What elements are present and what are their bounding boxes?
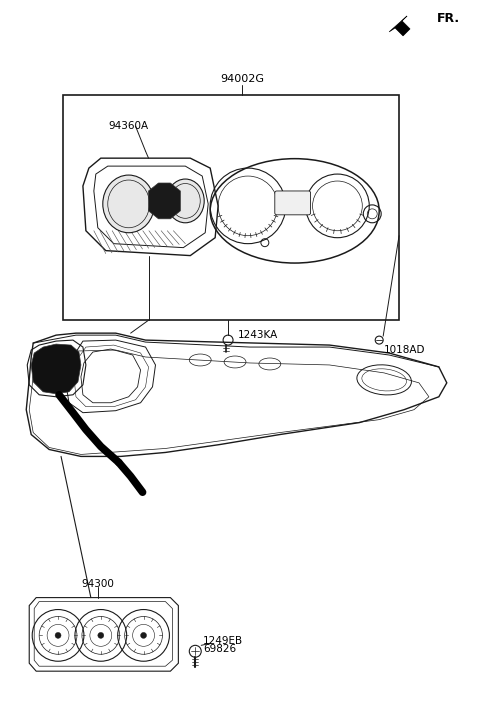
- Text: 94300: 94300: [81, 578, 114, 588]
- Text: 94002G: 94002G: [220, 74, 264, 84]
- Ellipse shape: [103, 175, 155, 232]
- FancyBboxPatch shape: [275, 191, 311, 214]
- Text: 69826: 69826: [203, 644, 236, 654]
- Text: 1243KA: 1243KA: [238, 330, 278, 340]
- Text: FR.: FR.: [437, 12, 460, 26]
- Polygon shape: [389, 16, 410, 36]
- Circle shape: [55, 632, 61, 638]
- Polygon shape: [31, 344, 81, 394]
- Circle shape: [98, 632, 104, 638]
- Text: 1018AD: 1018AD: [384, 345, 426, 355]
- Ellipse shape: [167, 179, 204, 223]
- Text: 94360A: 94360A: [109, 122, 149, 132]
- Circle shape: [141, 632, 146, 638]
- Polygon shape: [148, 183, 180, 219]
- Text: 1249EB: 1249EB: [203, 636, 243, 646]
- Bar: [63, 94, 399, 320]
